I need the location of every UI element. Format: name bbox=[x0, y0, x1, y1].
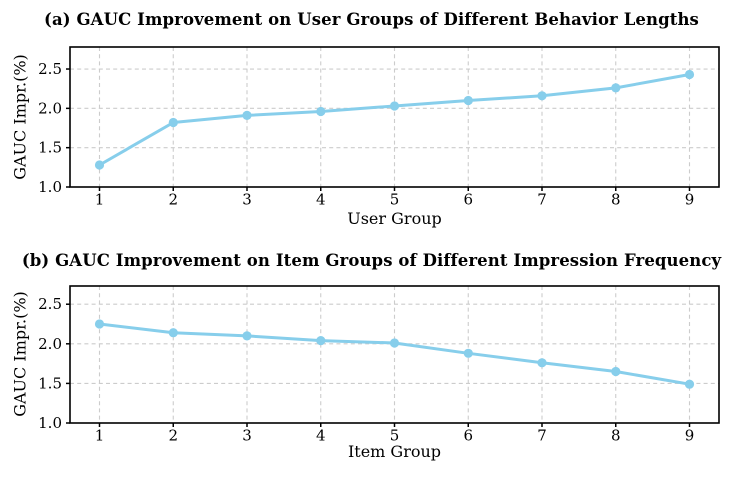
x-tick-label: 2 bbox=[168, 191, 178, 209]
chart-b-title: (b) GAUC Improvement on Item Groups of D… bbox=[21, 251, 722, 270]
x-tick-label: 5 bbox=[390, 427, 400, 445]
x-tick-label: 8 bbox=[611, 191, 621, 209]
data-point bbox=[537, 91, 547, 101]
data-point bbox=[684, 69, 695, 80]
chart-b-plot-area: 1 2 3 4 5 6 7 8 9 1.0 1.5 2.0 2.5 bbox=[38, 285, 720, 445]
data-point bbox=[389, 101, 400, 111]
chart-b-y-axis-label: GAUC Impr.(%) bbox=[10, 291, 30, 417]
x-tick-label: 6 bbox=[463, 191, 473, 209]
x-tick-label: 4 bbox=[316, 427, 326, 445]
chart-b: (b) GAUC Improvement on Item Groups of D… bbox=[0, 246, 743, 492]
data-point bbox=[242, 110, 252, 120]
x-tick-label: 3 bbox=[242, 427, 252, 445]
x-tick-label: 1 bbox=[95, 427, 105, 445]
data-point bbox=[537, 358, 547, 368]
x-tick-label: 4 bbox=[316, 191, 326, 209]
chart-a-plot-area: 1 2 3 4 5 6 7 8 9 1.0 1.5 2.0 2.5 bbox=[38, 46, 720, 209]
y-tick-label: 1.5 bbox=[38, 374, 62, 392]
y-tick-label: 2.5 bbox=[38, 295, 62, 313]
x-tick-label: 9 bbox=[685, 191, 695, 209]
y-tick-label: 2.0 bbox=[38, 335, 62, 353]
data-point bbox=[94, 319, 105, 329]
x-tick-label: 9 bbox=[685, 427, 695, 445]
x-tick-label: 6 bbox=[463, 427, 473, 445]
chart-a: (a) GAUC Improvement on User Groups of D… bbox=[10, 10, 720, 228]
x-tick-label: 5 bbox=[390, 191, 400, 209]
data-point bbox=[463, 348, 473, 358]
x-tick-label: 7 bbox=[537, 191, 547, 209]
y-tick-label: 1.0 bbox=[38, 178, 62, 196]
chart-a-title: (a) GAUC Improvement on User Groups of D… bbox=[44, 10, 699, 29]
data-point bbox=[463, 95, 473, 106]
y-tick-label: 2.5 bbox=[38, 60, 62, 78]
data-point bbox=[389, 338, 400, 348]
data-point bbox=[316, 106, 326, 117]
x-tick-label: 1 bbox=[95, 191, 105, 209]
data-point bbox=[168, 328, 178, 338]
data-point bbox=[242, 331, 252, 341]
y-tick-label: 1.0 bbox=[38, 414, 62, 432]
x-tick-label: 7 bbox=[537, 427, 547, 445]
chart-a-y-axis-label: GAUC Impr.(%) bbox=[10, 54, 30, 180]
x-tick-label: 2 bbox=[168, 427, 178, 445]
data-point bbox=[316, 336, 326, 346]
data-point bbox=[94, 160, 105, 170]
y-tick-label: 1.5 bbox=[38, 139, 62, 157]
data-point bbox=[611, 83, 621, 93]
y-tick-label: 2.0 bbox=[38, 99, 62, 117]
data-point bbox=[611, 366, 621, 377]
chart-a-x-axis-label: User Group bbox=[347, 209, 442, 228]
x-tick-label: 3 bbox=[242, 191, 252, 209]
x-tick-label: 8 bbox=[611, 427, 621, 445]
data-point bbox=[168, 117, 178, 128]
chart-b-x-axis-label: Item Group bbox=[347, 442, 442, 461]
data-point bbox=[684, 379, 695, 389]
